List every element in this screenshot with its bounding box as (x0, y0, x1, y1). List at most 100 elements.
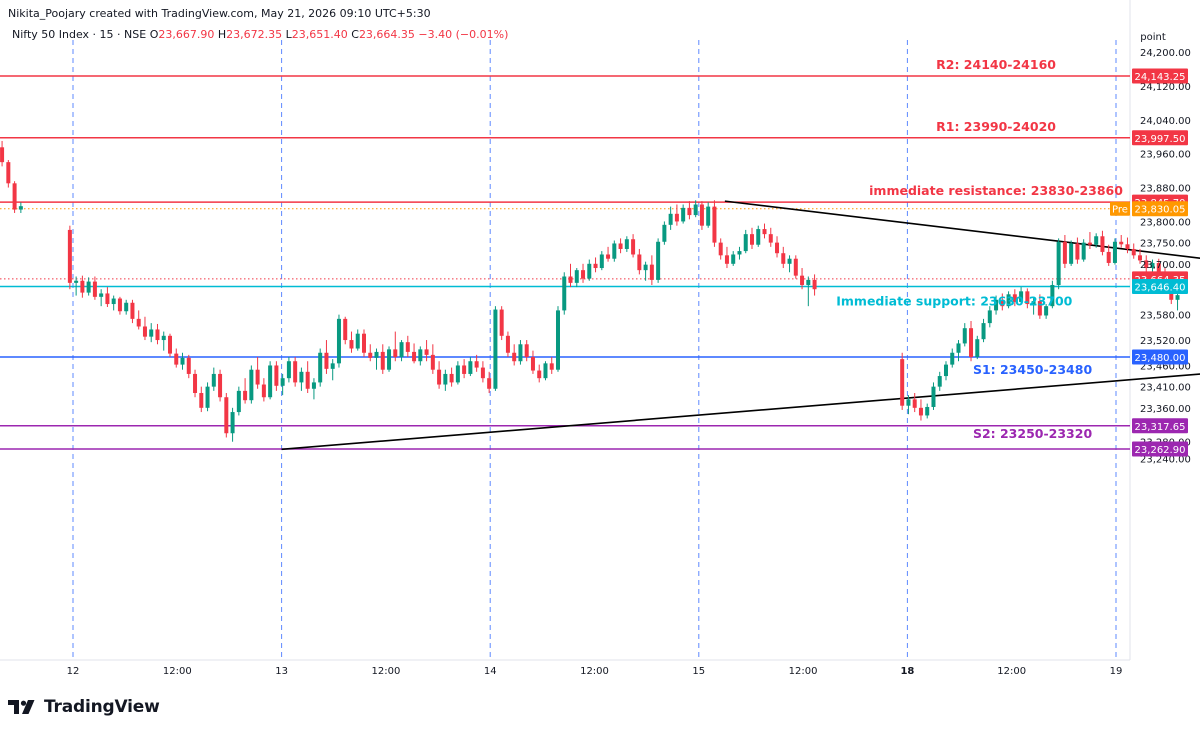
y-tick-label: 24,120.00 (1140, 82, 1191, 93)
candle-body (218, 373, 223, 398)
candle-body (981, 323, 986, 340)
tradingview-logo[interactable]: TradingView (8, 697, 160, 717)
candle-body (1044, 306, 1049, 316)
candle-body (74, 280, 79, 283)
candle-body (211, 373, 216, 387)
candle-body (12, 183, 17, 210)
price-tag-text: 23,646.40 (1135, 283, 1186, 294)
y-tick-label: 23,460.00 (1140, 361, 1191, 372)
candle-body (906, 399, 911, 406)
candle-body (161, 335, 166, 341)
candle-body (243, 390, 248, 401)
candle-body (549, 363, 554, 370)
candle-body (480, 367, 485, 379)
level-label: S2: 23250-23320 (973, 426, 1093, 441)
candle-body (612, 243, 617, 259)
y-tick-label: 24,040.00 (1140, 116, 1191, 127)
candle-body (900, 359, 905, 406)
candle-body (699, 204, 704, 226)
candle-body (937, 376, 942, 387)
candle-body (524, 344, 529, 357)
candle-body (587, 263, 592, 279)
price-tag-text: 23,830.05 (1135, 205, 1186, 216)
candle-body (468, 361, 473, 374)
candle-body (975, 339, 980, 357)
candle-body (412, 351, 417, 362)
candle-body (1156, 262, 1161, 276)
level-label: Immediate support: 23630-23700 (836, 294, 1072, 309)
high-label: H (217, 28, 227, 41)
candle-body (167, 335, 172, 354)
price-tag-text: 23,262.90 (1135, 445, 1186, 456)
candle-body (1144, 260, 1149, 269)
y-tick-label: 23,410.00 (1140, 383, 1191, 394)
candle-body (105, 293, 110, 305)
price-tag (1132, 279, 1188, 295)
candle-body (405, 342, 410, 352)
y-tick-label: 23,360.00 (1140, 404, 1191, 415)
candle-body (80, 280, 85, 293)
level-label: immediate resistance: 23830-23860 (869, 183, 1123, 198)
candle-body (1031, 301, 1036, 305)
candle-body (261, 384, 266, 398)
x-tick-label: 12:00 (163, 666, 192, 677)
candle-body (430, 354, 435, 370)
candle-body (117, 298, 122, 312)
symbol-quote-legend: Nifty 50 Index · 15 · NSE O23,667.90 H23… (12, 28, 508, 41)
candle-body (624, 239, 629, 249)
candle-body (443, 373, 448, 385)
candle-body (1100, 236, 1105, 252)
candle-body (762, 229, 767, 235)
y-tick-label: 23,580.00 (1140, 311, 1191, 322)
candle-body (92, 281, 97, 297)
candle-body (324, 352, 329, 369)
candle-body (574, 270, 579, 283)
level-label: R2: 24140-24160 (936, 57, 1056, 72)
high-value: 23,672.35 (226, 28, 283, 41)
candle-body (962, 328, 967, 344)
y-tick-label: 23,240.00 (1140, 455, 1191, 466)
candle-body (286, 361, 291, 379)
candle-body (249, 369, 254, 401)
candle-body (418, 349, 423, 362)
candle-body (568, 276, 573, 283)
candle-body (681, 207, 686, 222)
candle-body (255, 369, 260, 385)
candle-body (293, 361, 298, 383)
candle-body (6, 162, 11, 184)
x-tick-label: 19 (1110, 666, 1123, 677)
candle-body (668, 213, 673, 225)
candle-body (918, 407, 923, 416)
candle-body (230, 412, 235, 434)
candle-body (737, 251, 742, 255)
candle-body (812, 279, 817, 290)
candle-body (193, 373, 198, 393)
candle-body (142, 326, 147, 337)
candle-body (781, 253, 786, 264)
x-tick-label: 12:00 (997, 666, 1026, 677)
candle-body (1050, 284, 1055, 307)
candle-body (1012, 294, 1017, 302)
candle-body (806, 279, 811, 285)
candle-body (487, 378, 492, 389)
candle-body (712, 206, 717, 243)
low-label: L (285, 28, 292, 41)
candle-body (724, 255, 729, 264)
x-tick-label: 15 (692, 666, 705, 677)
pre-market-badge-text: Pre (1112, 205, 1128, 216)
symbol-name[interactable]: Nifty 50 Index · 15 · NSE (12, 28, 147, 41)
candle-body (136, 318, 141, 327)
candle-body (912, 399, 917, 408)
candle-body (518, 344, 523, 362)
candle-body (330, 363, 335, 369)
candle-body (1062, 241, 1067, 264)
candle-body (149, 329, 154, 337)
candle-body (268, 365, 273, 398)
candle-body (1037, 301, 1042, 316)
candle-body (800, 275, 805, 285)
candle-body (649, 264, 654, 280)
y-tick-label: 23,800.00 (1140, 217, 1191, 228)
candle-body (99, 293, 104, 297)
candle-body (987, 310, 992, 324)
